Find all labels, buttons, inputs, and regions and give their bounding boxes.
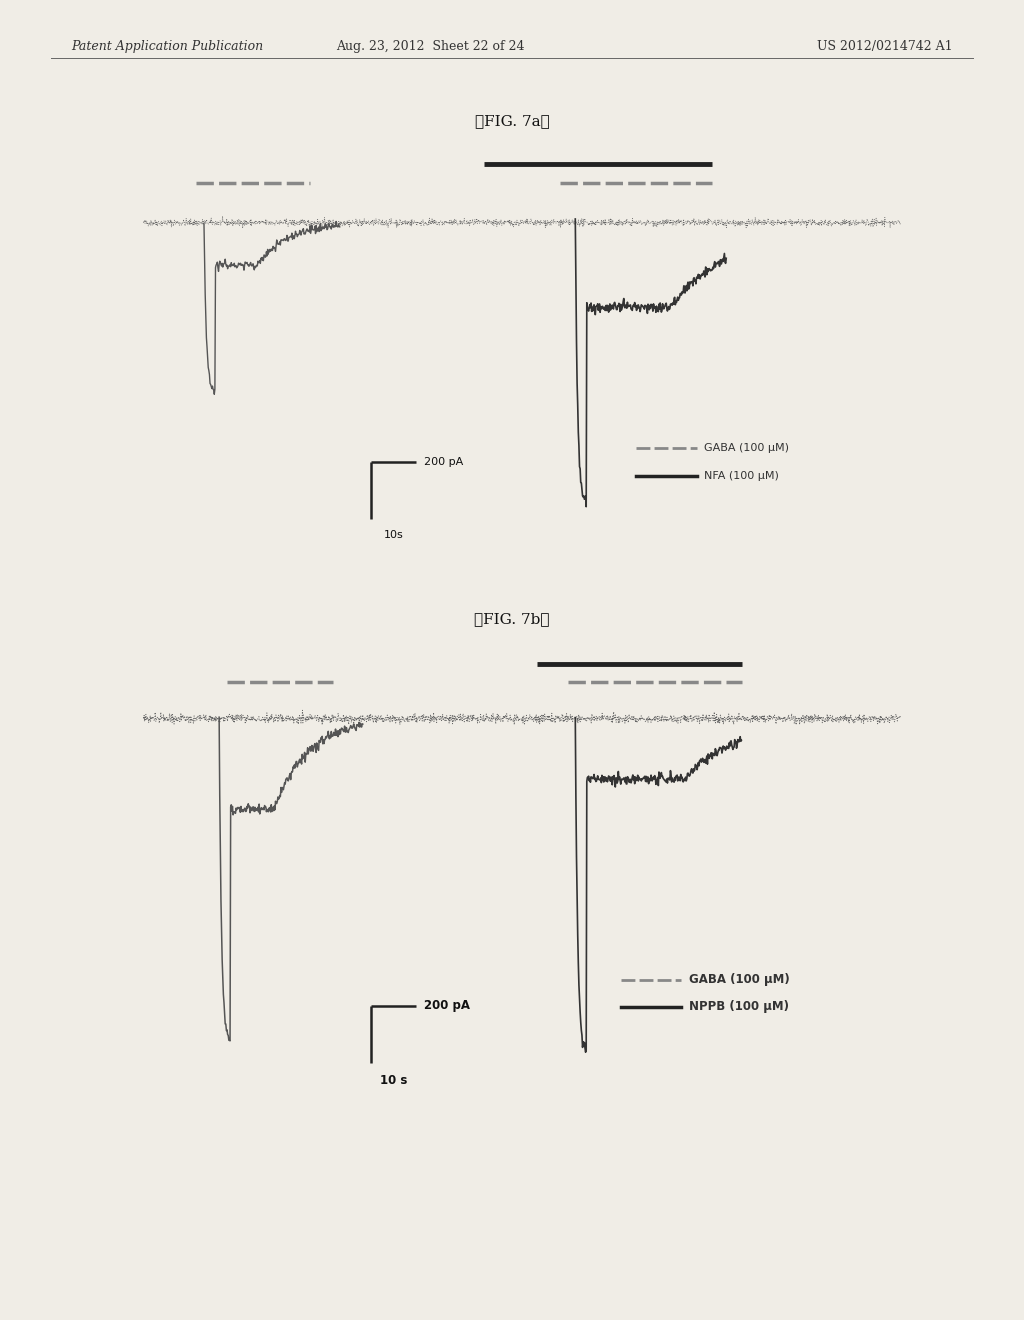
Text: 200 pA: 200 pA bbox=[424, 999, 470, 1012]
Text: US 2012/0214742 A1: US 2012/0214742 A1 bbox=[817, 40, 952, 53]
Text: 『FIG. 7b』: 『FIG. 7b』 bbox=[474, 612, 550, 626]
Text: GABA (100 μM): GABA (100 μM) bbox=[689, 973, 790, 986]
Text: GABA (100 μM): GABA (100 μM) bbox=[705, 444, 790, 453]
Text: 200 pA: 200 pA bbox=[424, 457, 463, 467]
Text: NFA (100 μM): NFA (100 μM) bbox=[705, 471, 779, 482]
Text: 10s: 10s bbox=[384, 531, 403, 540]
Text: Patent Application Publication: Patent Application Publication bbox=[72, 40, 264, 53]
Text: 『FIG. 7a』: 『FIG. 7a』 bbox=[475, 115, 549, 128]
Text: NPPB (100 μM): NPPB (100 μM) bbox=[689, 1001, 788, 1014]
Text: 10 s: 10 s bbox=[380, 1073, 408, 1086]
Text: Aug. 23, 2012  Sheet 22 of 24: Aug. 23, 2012 Sheet 22 of 24 bbox=[336, 40, 524, 53]
